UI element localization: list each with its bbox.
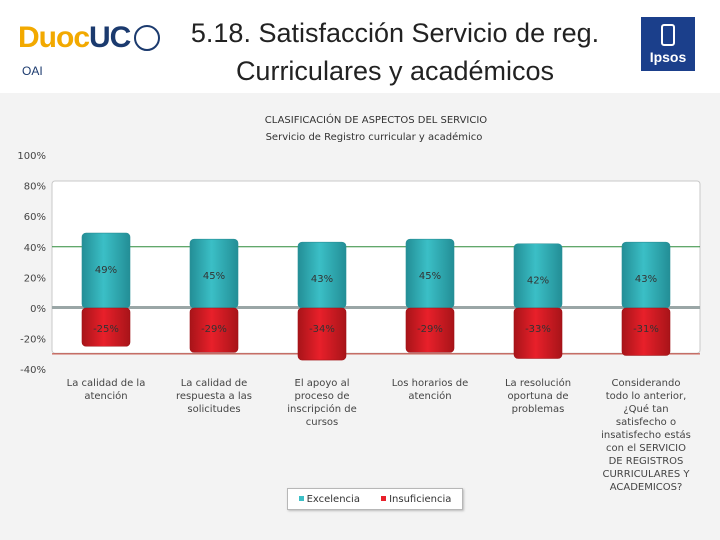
bar-insuficiencia: [81, 307, 131, 347]
data-label-excelencia: 43%: [311, 274, 333, 285]
bar-insuficiencia: [297, 307, 347, 361]
chart-legend: Excelencia Insuficiencia: [287, 488, 463, 510]
y-tick-label: 40%: [24, 243, 46, 254]
data-label-excelencia: 45%: [419, 271, 441, 282]
duocuc-logo: Duoc UC: [18, 20, 161, 56]
bar-insuficiencia: [513, 307, 563, 359]
data-label-excelencia: 42%: [527, 276, 549, 287]
plot-area: [51, 180, 701, 354]
logo-text-duoc: Duoc: [18, 21, 90, 54]
slide-title: 5.18. Satisfacción Servicio de reg. Curr…: [160, 14, 630, 90]
legend-label: Insuficiencia: [389, 493, 452, 505]
data-label-insuficiencia: -33%: [525, 324, 551, 335]
ipsos-logo: Ipsos: [641, 17, 695, 71]
ipsos-logo-text: Ipsos: [649, 49, 687, 65]
data-label-excelencia: 49%: [95, 265, 117, 276]
bar-insuficiencia: [621, 307, 671, 356]
data-label-insuficiencia: -29%: [417, 324, 443, 335]
y-tick-label: 60%: [24, 212, 46, 223]
oai-tag: OAI: [22, 64, 43, 78]
x-tick-label: Los horarios de atención: [391, 378, 469, 402]
zero-axis-line: [52, 306, 700, 309]
ipsos-mark-icon: [661, 24, 675, 46]
bar-insuficiencia: [189, 307, 239, 353]
data-label-insuficiencia: -34%: [309, 324, 335, 335]
legend-item-excelencia: Excelencia: [298, 493, 360, 505]
legend-label: Excelencia: [306, 493, 360, 505]
chart-title: CLASIFICACIÓN DE ASPECTOS DEL SERVICIO: [265, 113, 488, 126]
y-tick-label: 100%: [17, 151, 46, 162]
legend-swatch-icon: [298, 496, 304, 501]
data-label-excelencia: 43%: [635, 274, 657, 285]
legend-item-insuficiencia: Insuficiencia: [381, 494, 451, 505]
y-tick-label: -20%: [20, 335, 46, 346]
x-tick-label: El apoyo al proceso de inscripción de cu…: [287, 378, 357, 428]
y-tick-label: 80%: [24, 182, 46, 193]
data-label-insuficiencia: -25%: [93, 324, 119, 335]
data-label-insuficiencia: -31%: [633, 324, 659, 335]
x-tick-label: La calidad de la atención: [66, 378, 146, 402]
bar-insuficiencia: [405, 307, 455, 353]
chart-subtitle: Servicio de Registro curricular y académ…: [266, 131, 483, 143]
x-tick-label: La resolución oportuna de problemas: [504, 378, 572, 415]
x-tick-label: Considerando todo lo anterior, ¿Qué tan …: [601, 378, 691, 493]
x-tick-label: La calidad de respuesta a las solicitude…: [176, 378, 252, 415]
data-label-insuficiencia: -29%: [201, 324, 227, 335]
slide-title-line-2: Curriculares y académicos: [235, 56, 555, 86]
slide-title-line-1: 5.18. Satisfacción Servicio de reg.: [190, 18, 600, 48]
legend-swatch-icon: [381, 496, 387, 501]
logo-text-uc: UC: [89, 21, 131, 54]
data-label-excelencia: 45%: [203, 271, 225, 282]
y-tick-label: 20%: [24, 273, 46, 284]
y-tick-label: 0%: [30, 304, 46, 315]
uc-seal-icon: [134, 25, 161, 51]
y-tick-label: -40%: [20, 365, 46, 376]
